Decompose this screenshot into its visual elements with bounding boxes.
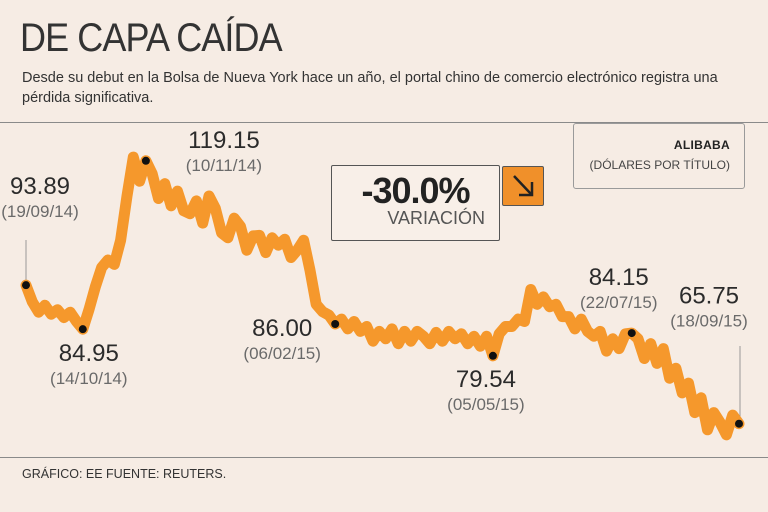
annotation-date: (06/02/15): [243, 344, 321, 363]
annotation-value: 79.54: [456, 366, 516, 393]
variation-label: VARIACIÓN: [387, 208, 485, 228]
marker-point: [22, 281, 30, 290]
annotation-date: (14/10/14): [50, 369, 128, 388]
bottom-divider: [0, 457, 768, 458]
top-divider: [0, 122, 768, 123]
marker-point: [78, 325, 87, 334]
legend-box: ALIBABA (DÓLARES POR TÍTULO): [573, 123, 745, 189]
footer-credits: GRÁFICO: EE FUENTE: REUTERS.: [22, 467, 227, 481]
marker-point: [627, 329, 636, 338]
legend-unit: (DÓLARES POR TÍTULO): [589, 158, 730, 172]
annotation-value: 86.00: [252, 315, 312, 342]
arrow-down-right-icon: [502, 166, 544, 206]
annotation-value: 84.15: [589, 264, 649, 291]
annotation-value: 84.95: [59, 340, 119, 367]
plot-area: [20, 151, 745, 441]
annotation-date: (10/11/14): [186, 156, 262, 175]
annotation-date: (19/09/14): [1, 202, 79, 221]
annotation-value: 93.89: [10, 173, 70, 200]
variation-value: -30.0%: [361, 170, 470, 211]
chart-title: DE CAPA CAÍDA: [20, 16, 283, 60]
legend-series-name: ALIBABA: [673, 138, 730, 152]
annotation-value: 65.75: [679, 283, 739, 310]
annotation-value: 119.15: [188, 127, 260, 154]
annotation-date: (05/05/15): [447, 395, 525, 414]
variation-box: -30.0% VARIACIÓN: [331, 165, 500, 241]
chart-subtitle: Desde su debut en la Bolsa de Nueva York…: [22, 70, 718, 106]
marker-point: [735, 419, 743, 428]
annotation-date: (22/07/15): [580, 293, 658, 312]
annotation-labels: 93.89 (19/09/14) 84.95 (14/10/14) 119.15 (10/…: [1, 127, 748, 414]
marker-point: [141, 156, 150, 165]
annotation-date: (18/09/15): [670, 312, 748, 331]
marker-point: [488, 351, 497, 360]
marker-point: [331, 320, 340, 328]
